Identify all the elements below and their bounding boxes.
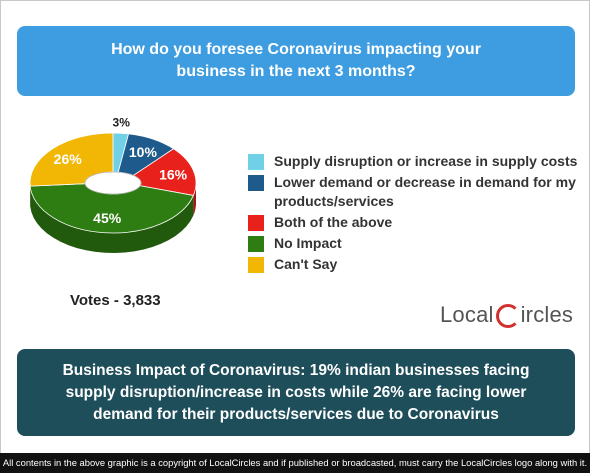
data-label: 45%: [93, 210, 122, 226]
headline-text: Business Impact of Coronavirus: 19% indi…: [62, 361, 530, 423]
logo-text-local: Local: [440, 302, 494, 327]
data-label: 10%: [129, 144, 158, 160]
legend-item: Lower demand or decrease in demand for m…: [248, 173, 583, 211]
legend-swatch: [248, 154, 264, 170]
legend-label: Both of the above: [274, 214, 393, 230]
votes-count: Votes - 3,833: [70, 292, 161, 309]
legend-swatch: [248, 236, 264, 252]
legend-swatch: [248, 175, 264, 191]
donut-chart: 3% 10%16% 45% 26%: [29, 115, 197, 253]
legend-label: Lower demand or decrease in demand for m…: [274, 174, 576, 209]
data-label: 16%: [159, 166, 188, 182]
logo-text-ircles: ircles: [520, 302, 574, 327]
donut-hole: [84, 171, 142, 195]
legend-swatch: [248, 215, 264, 231]
legend-item: Can't Say: [248, 255, 583, 274]
slice-side: [30, 186, 194, 253]
question-text: How do you foresee Coronavirus impacting…: [111, 41, 481, 80]
legend-label: No Impact: [274, 235, 342, 251]
chart-legend: Supply disruption or increase in supply …: [248, 152, 583, 276]
question-banner: How do you foresee Coronavirus impacting…: [17, 26, 575, 96]
headline-banner: Business Impact of Coronavirus: 19% indi…: [17, 349, 575, 436]
legend-label: Supply disruption or increase in supply …: [274, 153, 578, 169]
copyright-footer: All contents in the above graphic is a c…: [0, 453, 590, 473]
localcircles-logo: Local ircles: [440, 295, 575, 335]
data-label: 26%: [54, 151, 83, 167]
legend-item: Supply disruption or increase in supply …: [248, 152, 583, 171]
logo-circle-icon: [495, 304, 520, 328]
legend-swatch: [248, 257, 264, 273]
legend-item: Both of the above: [248, 213, 583, 232]
legend-item: No Impact: [248, 234, 583, 253]
data-label: 3%: [113, 115, 131, 129]
slice-side: [193, 183, 196, 216]
legend-label: Can't Say: [274, 256, 338, 272]
